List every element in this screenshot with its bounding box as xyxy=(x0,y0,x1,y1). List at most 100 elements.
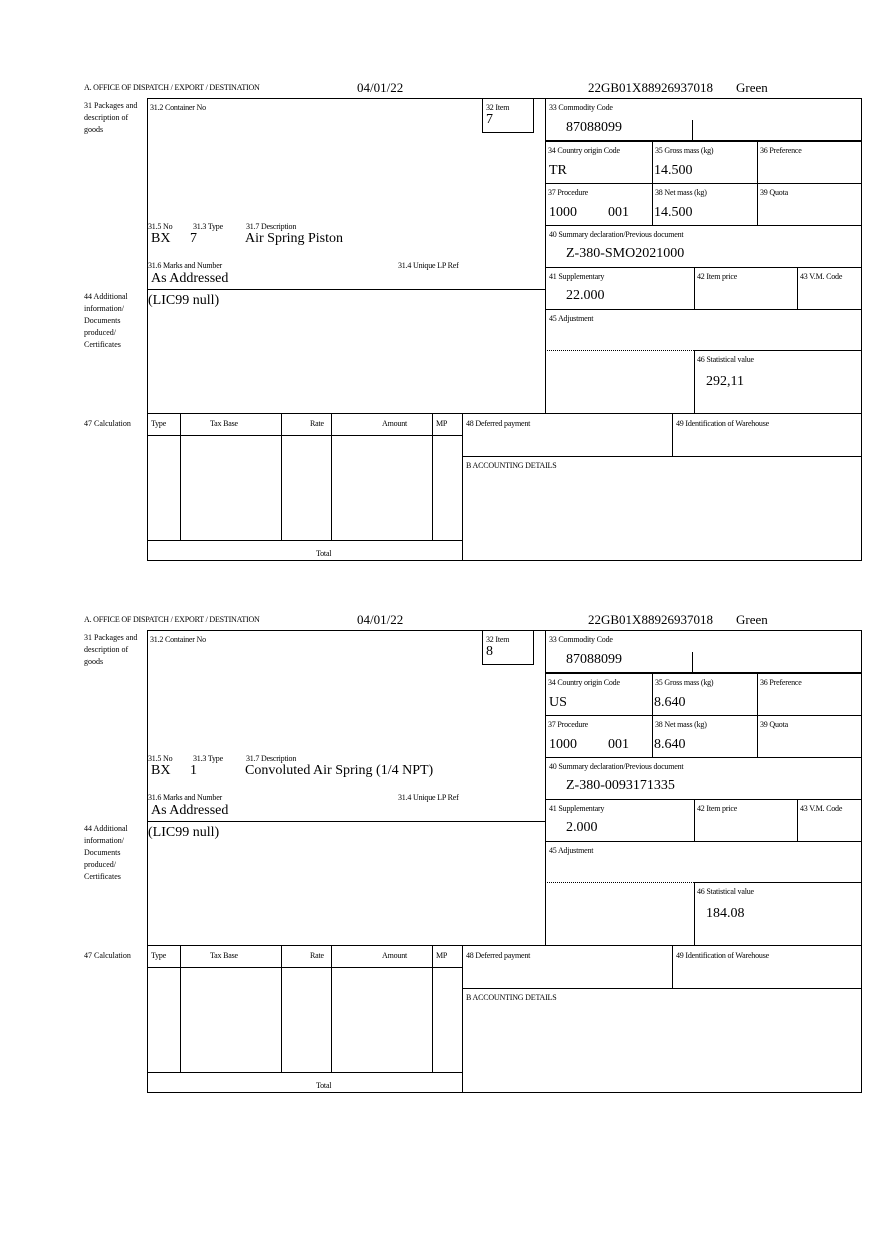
deferred-payment-label: 48 Deferred payment xyxy=(466,951,531,960)
additional-info-label: 44 Additional information/ Documents pro… xyxy=(84,824,128,881)
preference-label: 36 Preference xyxy=(760,678,802,687)
customs-declaration-item: A. OFFICE OF DISPATCH / EXPORT / DESTINA… xyxy=(0,80,882,570)
amount-header: Amount xyxy=(382,419,408,428)
mp-header: MP xyxy=(436,951,448,960)
procedure-additional-value: 001 xyxy=(608,205,629,220)
no-value: BX xyxy=(151,763,171,778)
additional-info-value: (LIC99 null) xyxy=(148,293,220,308)
divider xyxy=(180,945,182,1072)
route: Green xyxy=(736,612,768,627)
divider xyxy=(692,652,694,673)
net-mass-label: 38 Net mass (kg) xyxy=(655,720,707,729)
description-value: Convoluted Air Spring (1/4 NPT) xyxy=(245,763,434,778)
commodity-label: 33 Commodity Code xyxy=(549,635,613,644)
accounting-label: B ACCOUNTING DETAILS xyxy=(466,993,557,1002)
marks-label: 31.6 Marks and Number xyxy=(148,261,223,270)
unique-ref-label: 31.4 Unique LP Ref xyxy=(398,793,459,802)
divider xyxy=(147,821,545,823)
commodity-value: 87088099 xyxy=(566,120,622,135)
unique-ref-label: 31.4 Unique LP Ref xyxy=(398,261,459,270)
marks-label: 31.6 Marks and Number xyxy=(148,793,223,802)
country-value: TR xyxy=(549,163,567,178)
item-box xyxy=(482,630,534,665)
net-mass-value: 8.640 xyxy=(654,737,686,752)
statistical-value-label: 46 Statistical value xyxy=(697,355,754,364)
divider xyxy=(281,945,283,1072)
mp-header: MP xyxy=(436,419,448,428)
gross-mass-label: 35 Gross mass (kg) xyxy=(655,678,714,687)
divider xyxy=(692,120,694,141)
calc-table xyxy=(147,945,463,1073)
calc-type-header: Type xyxy=(151,951,167,960)
accounting-cell xyxy=(462,456,862,561)
office-heading: A. OFFICE OF DISPATCH / EXPORT / DESTINA… xyxy=(84,83,260,92)
procedure-additional-value: 001 xyxy=(608,737,629,752)
commodity-cell xyxy=(545,630,862,673)
procedure-value: 1000 xyxy=(549,737,577,752)
quota-label: 39 Quota xyxy=(760,720,788,729)
warehouse-label: 49 Identification of Warehouse xyxy=(676,419,769,428)
vm-code-cell xyxy=(797,267,862,310)
supplementary-value: 2.000 xyxy=(566,820,598,835)
divider xyxy=(180,413,182,540)
calculation-label: 47 Calculation xyxy=(84,419,131,428)
supplementary-label: 41 Supplementary xyxy=(549,804,605,813)
tax-base-header: Tax Base xyxy=(210,951,238,960)
net-mass-label: 38 Net mass (kg) xyxy=(655,188,707,197)
summary-label: 40 Summary declaration/Previous document xyxy=(549,230,684,239)
item-value: 7 xyxy=(486,112,493,127)
divider xyxy=(331,945,333,1072)
divider xyxy=(147,289,545,291)
packages-label: 31 Packages and description of goods xyxy=(84,101,138,134)
vm-code-cell xyxy=(797,799,862,842)
country-label: 34 Country origin Code xyxy=(548,146,620,155)
item-box xyxy=(482,98,534,133)
marks-value: As Addressed xyxy=(151,271,229,286)
adjustment-label: 45 Adjustment xyxy=(549,314,594,323)
accounting-label: B ACCOUNTING DETAILS xyxy=(466,461,557,470)
type-label: 31.3 Type xyxy=(193,222,223,231)
dotted-divider xyxy=(545,350,546,413)
total-label: Total xyxy=(316,1081,332,1090)
procedure-label: 37 Procedure xyxy=(548,188,589,197)
dotted-divider xyxy=(545,882,694,883)
additional-info-label: 44 Additional information/ Documents pro… xyxy=(84,292,128,349)
divider xyxy=(331,413,333,540)
divider xyxy=(432,413,434,540)
item-label: 32 Item xyxy=(486,635,510,644)
dotted-divider xyxy=(545,350,694,351)
adjustment-label: 45 Adjustment xyxy=(549,846,594,855)
rate-header: Rate xyxy=(310,951,324,960)
divider xyxy=(432,945,434,1072)
item-label: 32 Item xyxy=(486,103,510,112)
net-mass-value: 14.500 xyxy=(654,205,693,220)
date: 04/01/22 xyxy=(357,80,404,95)
customs-declaration-item: A. OFFICE OF DISPATCH / EXPORT / DESTINA… xyxy=(0,612,882,1102)
summary-label: 40 Summary declaration/Previous document xyxy=(549,762,684,771)
container-label: 31.2 Container No xyxy=(150,635,206,644)
warehouse-label: 49 Identification of Warehouse xyxy=(676,951,769,960)
no-label: 31.5 No xyxy=(148,754,173,763)
item-value: 8 xyxy=(486,644,493,659)
calc-table xyxy=(147,413,463,541)
supplementary-value: 22.000 xyxy=(566,288,605,303)
item-price-label: 42 Item price xyxy=(697,804,738,813)
reference-number: 22GB01X88926937018 xyxy=(588,612,713,627)
tax-base-header: Tax Base xyxy=(210,419,238,428)
amount-header: Amount xyxy=(382,951,408,960)
route: Green xyxy=(736,80,768,95)
procedure-label: 37 Procedure xyxy=(548,720,589,729)
marks-value: As Addressed xyxy=(151,803,229,818)
gross-mass-value: 14.500 xyxy=(654,163,693,178)
additional-info-value: (LIC99 null) xyxy=(148,825,220,840)
statistical-value: 184.08 xyxy=(706,906,745,921)
country-value: US xyxy=(549,695,567,710)
office-heading: A. OFFICE OF DISPATCH / EXPORT / DESTINA… xyxy=(84,615,260,624)
total-label: Total xyxy=(316,549,332,558)
type-value: 1 xyxy=(190,763,197,778)
date: 04/01/22 xyxy=(357,612,404,627)
summary-value: Z-380-SMO2021000 xyxy=(566,246,685,261)
description-label: 31.7 Description xyxy=(246,754,297,763)
commodity-value: 87088099 xyxy=(566,652,622,667)
